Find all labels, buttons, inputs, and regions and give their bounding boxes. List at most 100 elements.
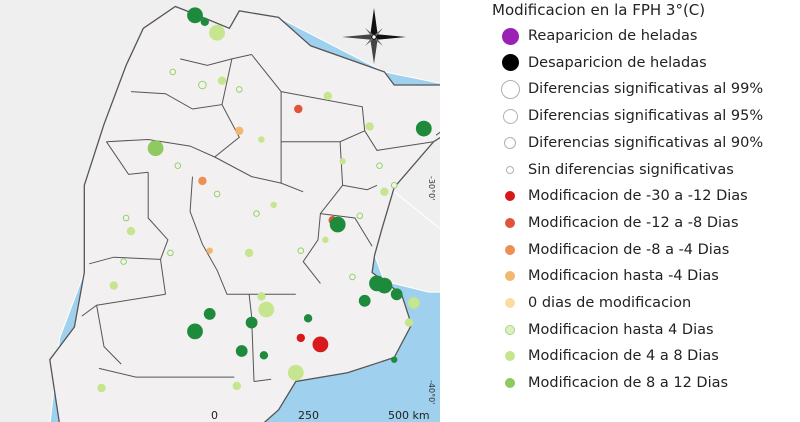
station-marker[interactable] — [390, 288, 403, 301]
legend-item-mod-8-12: Modificacion de 8 a 12 Dias — [492, 370, 728, 396]
station-marker[interactable] — [200, 17, 209, 26]
station-marker[interactable] — [257, 292, 266, 301]
station-marker[interactable] — [253, 210, 260, 217]
legend-item-mod-hasta-4: Modificacion hasta 4 Dias — [492, 317, 714, 343]
station-marker[interactable] — [294, 104, 303, 114]
legend-symbol-icon — [492, 237, 528, 263]
station-marker[interactable] — [244, 248, 254, 258]
station-marker[interactable] — [376, 162, 383, 169]
legend-label: Modificacion de -8 a -4 Dias — [528, 241, 730, 258]
station-marker[interactable] — [391, 356, 398, 363]
station-marker[interactable] — [187, 323, 203, 340]
legend-item-dif-sig-95: Diferencias significativas al 95% — [492, 103, 763, 129]
legend-item-mod-hasta-neg4: Modificacion hasta -4 Dias — [492, 263, 719, 289]
legend-label: 0 dias de modificacion — [528, 295, 692, 311]
legend-label: Modificacion de -12 a -8 Dias — [528, 214, 739, 231]
legend-symbol-icon — [492, 370, 528, 396]
station-marker[interactable] — [126, 226, 136, 236]
legend-item-mod-8-4: Modificacion de -8 a -4 Dias — [492, 237, 729, 263]
station-marker[interactable] — [245, 316, 258, 329]
station-marker[interactable] — [198, 80, 207, 90]
legend-label: Modificacion hasta -4 Dias — [528, 268, 719, 285]
station-marker[interactable] — [213, 190, 221, 198]
station-marker[interactable] — [303, 314, 313, 323]
station-marker[interactable] — [339, 158, 346, 165]
station-marker[interactable] — [312, 336, 329, 353]
lat-label-40: -40°0' — [427, 380, 436, 405]
station-marker[interactable] — [358, 294, 371, 307]
scale-label-250: 250 — [298, 409, 319, 422]
legend-symbol-icon — [492, 263, 528, 289]
station-marker[interactable] — [203, 307, 216, 320]
legend-label: Modificacion hasta 4 Dias — [528, 321, 714, 338]
station-marker[interactable] — [349, 273, 356, 281]
legend-symbol-icon — [492, 50, 528, 76]
legend-label: Desaparicion de heladas — [528, 54, 707, 71]
legend-item-mod-4-8: Modificacion de 4 a 8 Dias — [492, 343, 719, 369]
station-marker[interactable] — [415, 120, 432, 137]
station-marker[interactable] — [297, 247, 305, 254]
legend-symbol-icon — [492, 210, 528, 236]
station-marker[interactable] — [376, 277, 393, 294]
station-marker[interactable] — [232, 381, 241, 391]
legend-label: Sin diferencias significativas — [528, 161, 734, 178]
station-marker[interactable] — [390, 182, 398, 189]
legend-label: Modificacion de 8 a 12 Dias — [528, 375, 729, 392]
legend-symbol-icon — [492, 183, 528, 209]
legend-symbol-icon — [492, 317, 528, 343]
legend-symbol-icon — [492, 343, 528, 369]
station-marker[interactable] — [356, 212, 364, 220]
station-marker[interactable] — [323, 91, 332, 101]
station-marker[interactable] — [174, 162, 182, 169]
north-arrow-icon — [342, 8, 406, 64]
station-marker[interactable] — [380, 187, 389, 196]
station-marker[interactable] — [217, 76, 227, 85]
legend-label: Reaparicion de heladas — [528, 28, 698, 44]
station-marker[interactable] — [167, 249, 174, 257]
station-marker[interactable] — [407, 297, 420, 309]
station-marker[interactable] — [187, 7, 203, 24]
legend-label: Modificacion de -30 a -12 Dias — [528, 188, 748, 205]
map-panel[interactable]: -30°0' -40°0' 0 250 500 km — [0, 0, 440, 422]
legend-title: Modificacion en la FPH 3°(C) — [492, 1, 706, 19]
legend-symbol-icon — [492, 130, 528, 156]
legend-label: Modificacion de 4 a 8 Dias — [528, 348, 719, 365]
station-marker[interactable] — [287, 364, 304, 381]
station-marker[interactable] — [109, 281, 118, 290]
station-marker[interactable] — [296, 333, 305, 343]
station-marker[interactable] — [258, 136, 265, 143]
station-marker[interactable] — [236, 86, 243, 93]
legend-label: Diferencias significativas al 95% — [528, 108, 764, 125]
legend-item-mod-0: 0 dias de modificacion — [492, 290, 691, 316]
station-marker[interactable] — [147, 140, 164, 157]
station-marker[interactable] — [235, 345, 248, 357]
station-marker[interactable] — [122, 214, 130, 222]
station-marker[interactable] — [404, 318, 414, 327]
legend-item-reaparicion-heladas: Reaparicion de heladas — [492, 23, 697, 49]
lat-label-30: -30°0' — [427, 176, 436, 201]
station-marker[interactable] — [259, 351, 269, 360]
station-marker[interactable] — [235, 126, 244, 135]
legend-symbol-icon — [492, 157, 528, 183]
station-marker[interactable] — [120, 258, 127, 265]
legend-item-sin-diferencias: Sin diferencias significativas — [492, 157, 734, 183]
station-marker[interactable] — [322, 236, 329, 243]
station-marker[interactable] — [206, 247, 213, 254]
station-marker[interactable] — [97, 383, 106, 393]
station-marker[interactable] — [270, 201, 277, 209]
legend-symbol-icon — [492, 23, 528, 49]
station-marker[interactable] — [365, 122, 374, 131]
legend-item-dif-sig-90: Diferencias significativas al 90% — [492, 130, 763, 156]
province-borders — [81, 54, 440, 382]
station-marker[interactable] — [258, 301, 275, 318]
legend-item-mod-30-12: Modificacion de -30 a -12 Dias — [492, 183, 748, 209]
station-marker[interactable] — [169, 68, 177, 76]
scale-label-0: 0 — [211, 409, 218, 422]
station-marker[interactable] — [209, 24, 226, 41]
map-canvas — [0, 0, 440, 422]
legend-label: Diferencias significativas al 90% — [528, 134, 764, 151]
legend-item-dif-sig-99: Diferencias significativas al 99% — [492, 76, 763, 102]
station-marker[interactable] — [198, 176, 207, 186]
station-marker[interactable] — [329, 216, 346, 233]
legend-symbol-icon — [492, 103, 528, 129]
